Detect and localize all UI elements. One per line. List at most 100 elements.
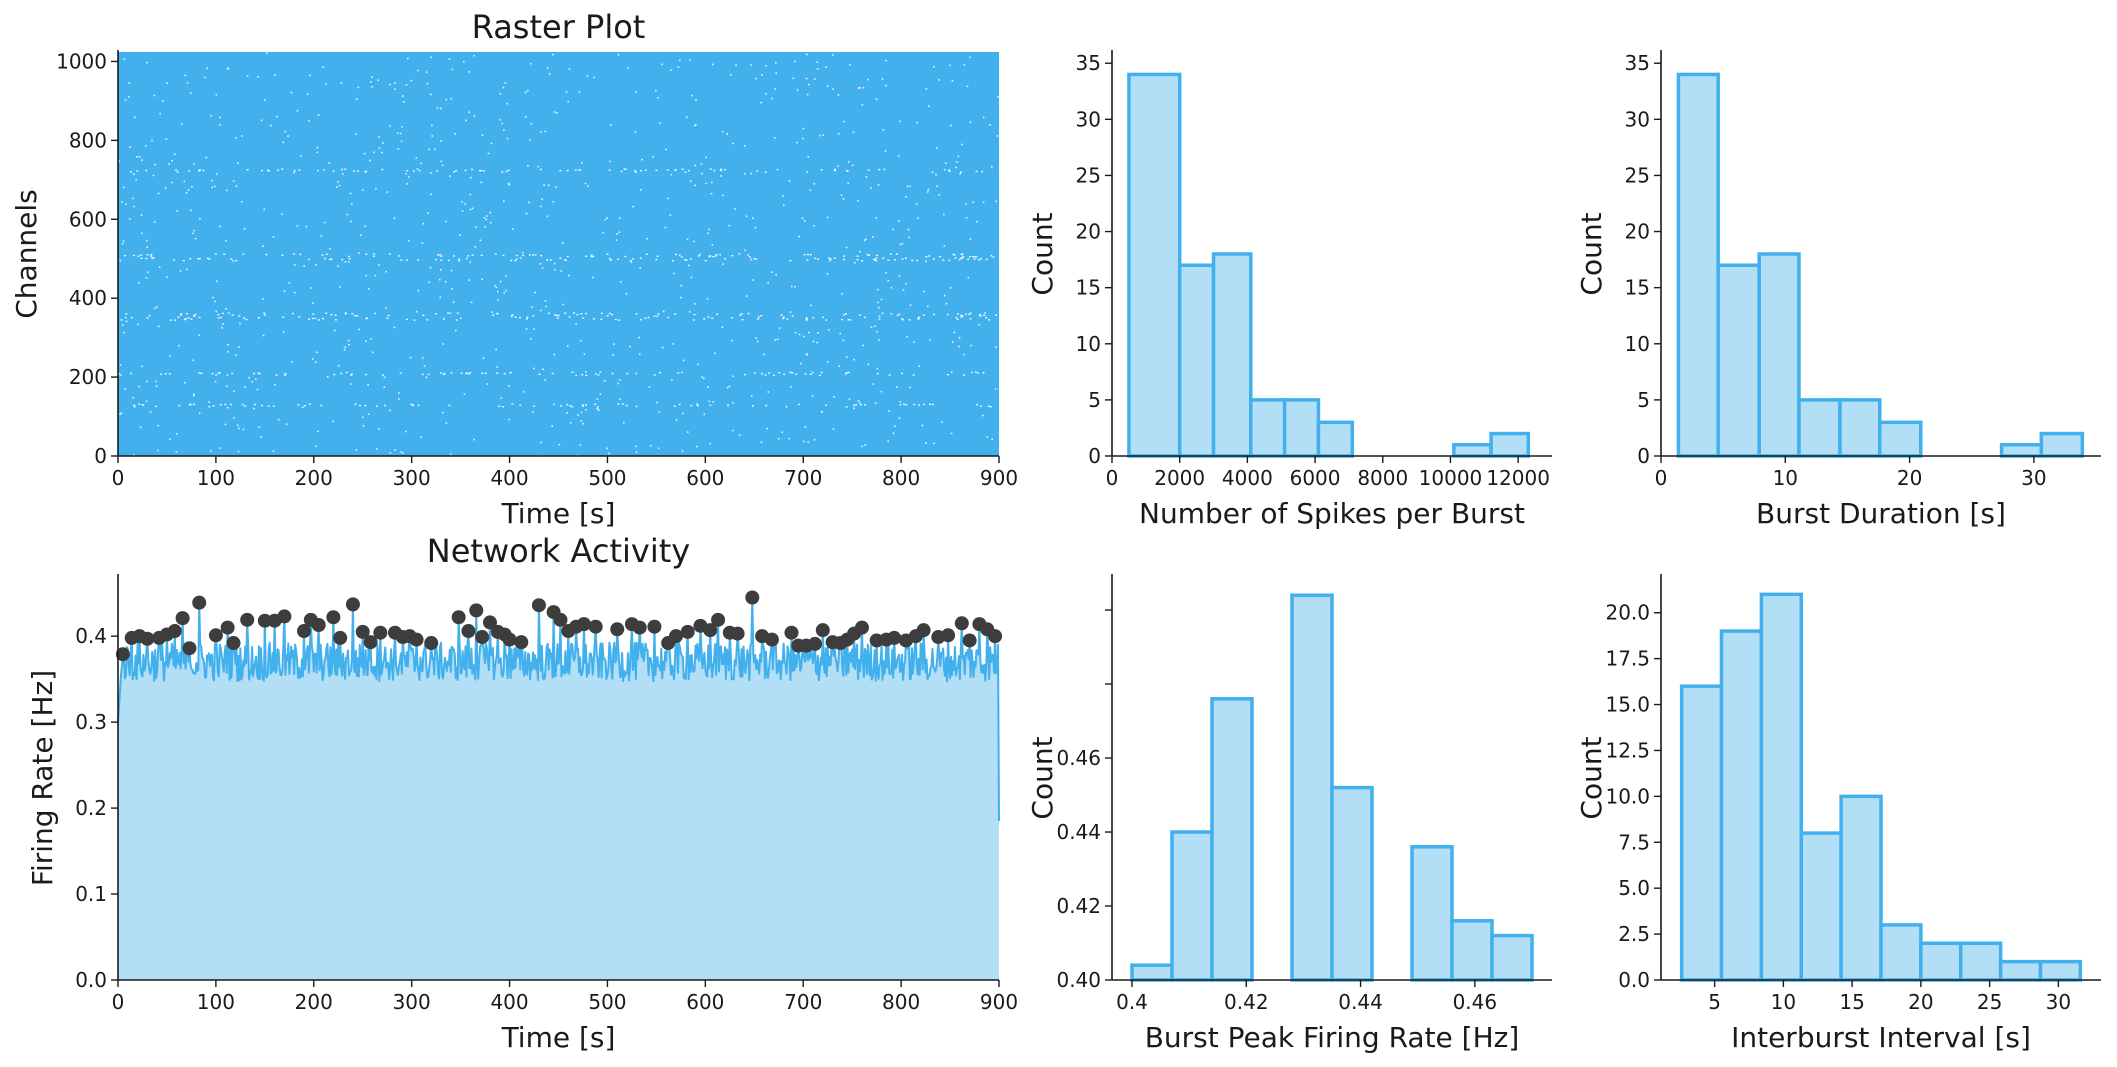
raster-gap	[394, 82, 396, 84]
raster-gap	[984, 312, 986, 314]
burst-peak-marker	[326, 610, 341, 625]
burst-peak-marker	[409, 632, 424, 647]
raster-gap	[323, 221, 326, 224]
raster-gap	[617, 54, 620, 56]
raster-gap	[527, 164, 529, 167]
raster-gap	[381, 168, 384, 171]
raster-gap	[898, 417, 901, 420]
raster-gap	[957, 155, 960, 158]
raster-gap	[707, 386, 709, 388]
raster-gap	[215, 93, 218, 96]
y-tick-label: 10	[1076, 332, 1101, 356]
raster-gap	[503, 129, 505, 131]
raster-gap	[809, 304, 812, 307]
raster-gap	[320, 235, 323, 238]
y-tick-label: 5	[1088, 388, 1101, 412]
raster-gap	[656, 96, 659, 99]
raster-gap	[566, 345, 569, 347]
histogram-bar	[1719, 629, 1764, 982]
raster-gap	[183, 318, 186, 321]
raster-gap	[246, 169, 249, 171]
raster-gap	[623, 168, 626, 170]
raster-gap	[473, 438, 476, 441]
raster-gap	[281, 168, 284, 170]
raster-gap	[350, 220, 352, 223]
raster-gap	[731, 339, 733, 342]
x-tick-label: 2000	[1154, 466, 1205, 490]
raster-gap	[503, 372, 506, 375]
raster-gap	[648, 386, 651, 388]
raster-gap	[765, 92, 767, 95]
raster-gap	[254, 378, 257, 380]
raster-gap	[915, 203, 918, 206]
raster-gap	[927, 188, 930, 191]
raster-gap	[309, 74, 311, 77]
raster-gap	[144, 145, 147, 147]
raster-gap	[244, 386, 246, 388]
raster-gap	[332, 420, 334, 423]
raster-gap	[771, 97, 773, 100]
raster-gap	[310, 287, 312, 289]
raster-gap	[853, 407, 855, 410]
raster-gap	[932, 258, 935, 260]
raster-gap	[849, 63, 851, 66]
raster-gap	[227, 67, 230, 69]
raster-gap	[364, 373, 367, 376]
raster-gap	[656, 401, 658, 404]
raster-gap	[339, 286, 341, 288]
raster-gap	[580, 411, 583, 414]
raster-gap	[842, 198, 845, 200]
raster-gap	[410, 79, 413, 82]
raster-gap	[817, 332, 819, 334]
raster-gap	[778, 327, 781, 329]
raster-gap	[458, 259, 461, 262]
raster-gap	[350, 374, 353, 376]
raster-gap	[133, 404, 136, 407]
y-tick-label: 15	[1076, 276, 1101, 300]
raster-gap	[552, 53, 554, 56]
raster-gap	[178, 344, 180, 347]
raster-gap	[176, 171, 179, 173]
x-tick-label: 10	[1771, 990, 1796, 1014]
raster-gap	[613, 343, 615, 345]
raster-gap	[813, 182, 816, 185]
raster-gap	[137, 255, 140, 257]
raster-gap	[146, 380, 148, 383]
burst-peak-marker	[220, 620, 235, 635]
raster-gap	[225, 307, 227, 310]
raster-gap	[575, 374, 577, 377]
raster-gap	[365, 317, 368, 319]
histogram-bar	[1490, 933, 1534, 982]
raster-gap	[890, 286, 893, 289]
raster-gap	[153, 94, 156, 97]
raster-gap	[949, 287, 952, 289]
raster-gap	[644, 317, 647, 319]
raster-gap	[177, 316, 180, 318]
raster-gap	[124, 388, 126, 390]
raster-gap	[241, 403, 244, 406]
raster-gap	[857, 200, 859, 202]
raster-gap	[125, 313, 128, 315]
raster-gap	[672, 343, 675, 345]
raster-gap	[602, 231, 605, 234]
raster-gap	[696, 445, 698, 448]
raster-gap	[347, 261, 350, 263]
raster-gap	[577, 414, 579, 416]
raster-gap	[164, 187, 167, 189]
raster-gap	[227, 350, 229, 353]
burst-peak-marker	[373, 625, 388, 640]
raster-gap	[750, 172, 752, 175]
raster-gap	[382, 142, 384, 144]
raster-gap	[709, 168, 712, 170]
raster-gap	[825, 66, 827, 68]
raster-gap	[691, 94, 693, 97]
raster-gap	[703, 377, 705, 380]
raster-gap	[887, 440, 889, 442]
raster-gap	[956, 318, 959, 320]
raster-gap	[782, 316, 785, 319]
y-tick-label: 15.0	[1605, 693, 1650, 717]
raster-gap	[694, 164, 697, 167]
raster-gap	[726, 133, 729, 135]
raster-gap	[375, 187, 377, 190]
raster-gap	[443, 372, 446, 375]
